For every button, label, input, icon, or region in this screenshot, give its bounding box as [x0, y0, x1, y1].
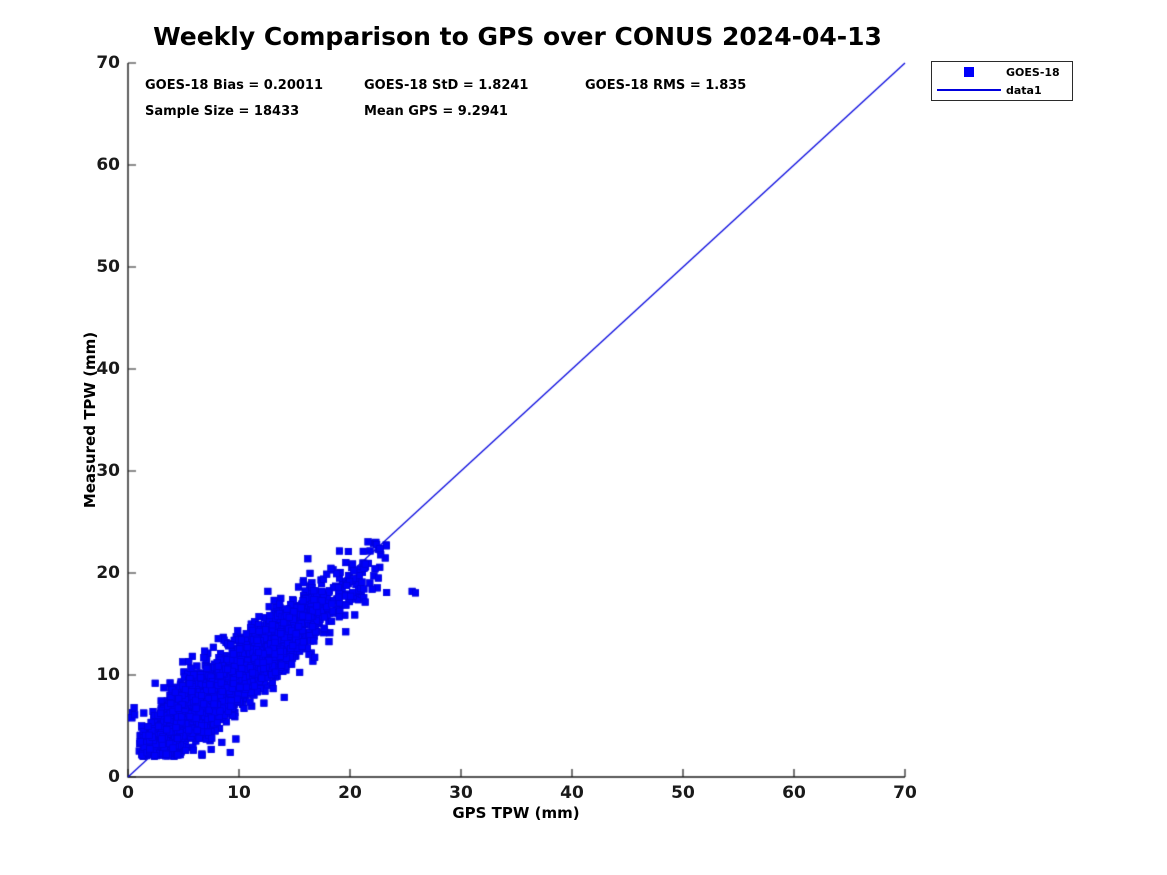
- y-tick-label: 40: [96, 359, 120, 379]
- stat-bias: GOES-18 Bias = 0.20011: [145, 78, 324, 93]
- y-tick-label: 10: [96, 665, 120, 685]
- y-tick-label: 30: [96, 461, 120, 481]
- legend-label: data1: [1006, 83, 1042, 97]
- x-tick-label: 50: [671, 783, 695, 803]
- x-tick-label: 40: [560, 783, 584, 803]
- chart-title: Weekly Comparison to GPS over CONUS 2024…: [153, 22, 882, 51]
- y-tick-label: 0: [108, 767, 120, 787]
- legend-item-goes18: GOES-18: [932, 63, 1072, 81]
- x-axis-label: GPS TPW (mm): [452, 804, 580, 822]
- y-tick-label: 70: [96, 53, 120, 73]
- legend-iconslot: [932, 89, 1006, 91]
- x-tick-label: 30: [449, 783, 473, 803]
- y-tick-label: 20: [96, 563, 120, 583]
- x-tick-label: 60: [782, 783, 806, 803]
- legend: GOES-18 data1: [931, 61, 1073, 101]
- x-tick-label: 0: [122, 783, 134, 803]
- y-axis-label: Measured TPW (mm): [81, 331, 99, 509]
- x-tick-label: 70: [893, 783, 917, 803]
- x-tick-label: 10: [227, 783, 251, 803]
- square-marker-icon: [964, 67, 974, 77]
- stat-rms: GOES-18 RMS = 1.835: [585, 78, 747, 93]
- stat-sample-size: Sample Size = 18433: [145, 104, 300, 119]
- x-tick-label: 20: [338, 783, 362, 803]
- y-tick-label: 50: [96, 257, 120, 277]
- legend-iconslot: [932, 67, 1006, 77]
- line-marker-icon: [937, 89, 1001, 91]
- stat-std: GOES-18 StD = 1.8241: [364, 78, 529, 93]
- legend-item-data1: data1: [932, 81, 1072, 99]
- stat-mean-gps: Mean GPS = 9.2941: [364, 104, 508, 119]
- y-tick-label: 60: [96, 155, 120, 175]
- legend-label: GOES-18: [1006, 65, 1060, 79]
